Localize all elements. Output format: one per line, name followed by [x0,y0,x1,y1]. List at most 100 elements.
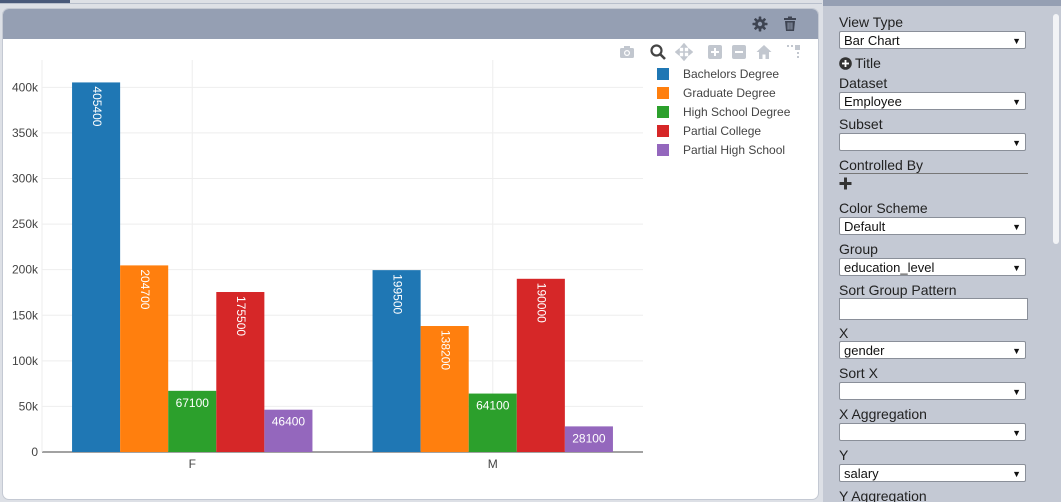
scrollbar-thumb[interactable] [1053,14,1059,244]
chevron-down-icon: ▼ [1012,387,1021,397]
y-tick-label: 350k [12,126,39,140]
y-tick-label: 400k [12,80,39,94]
view-type-label: View Type [839,14,904,30]
y-value: salary [844,466,879,481]
panel-header-strip [823,0,1061,6]
bar [216,292,265,452]
y-tick-label: 50k [19,399,39,413]
x-value: gender [844,343,885,358]
chevron-down-icon: ▼ [1012,469,1021,479]
bar-data-label: 67100 [176,396,210,410]
y-aggregation-label: Y Aggregation [839,488,927,502]
color-scheme-label: Color Scheme [839,200,928,216]
group-value: education_level [844,260,935,275]
x-aggregation-label: X Aggregation [839,406,927,422]
zoom-icon[interactable] [649,43,667,61]
y-tick-label: 100k [12,354,39,368]
y-tick-label: 200k [12,263,39,277]
y-tick-label: 250k [12,217,39,231]
title-toggle[interactable]: Title [839,55,881,73]
group-label: Group [839,241,878,257]
y-label: Y [839,447,849,463]
bar [372,270,421,452]
y-tick-label: 150k [12,308,39,322]
controlled-by-label: Controlled By [839,157,924,173]
dataset-value: Employee [844,94,902,109]
plus-icon [839,177,852,193]
subset-label: Subset [839,116,883,132]
title-toggle-label: Title [855,55,881,71]
bar-data-label: 28100 [572,431,606,445]
zoom-out-icon[interactable] [730,43,748,61]
x-tick-label: F [189,457,196,471]
active-tab-indicator [0,0,70,3]
x-label: X [839,325,849,341]
camera-icon[interactable] [618,43,636,61]
pan-icon[interactable] [675,43,693,61]
chevron-down-icon: ▼ [1012,36,1021,46]
color-scheme-select[interactable]: Default ▼ [839,217,1026,235]
controlled-by-divider [839,173,1028,174]
legend-label: Partial High School [683,143,785,157]
subset-select[interactable]: ▼ [839,133,1026,151]
legend-label: Bachelors Degree [683,67,779,81]
spike-lines-icon[interactable] [785,43,803,61]
bar [468,393,517,452]
chevron-down-icon: ▼ [1012,138,1021,148]
y-select[interactable]: salary ▼ [839,464,1026,482]
tab-divider [0,3,822,4]
dataset-select[interactable]: Employee ▼ [839,92,1026,110]
bar [564,426,613,452]
trash-icon[interactable] [782,16,798,32]
add-control-button[interactable] [839,177,852,193]
group-select[interactable]: education_level ▼ [839,258,1026,276]
legend-swatch [657,125,669,137]
legend-label: Partial College [683,124,761,138]
bar [72,82,121,452]
legend-swatch [657,87,669,99]
y-tick-label: 300k [12,172,39,186]
panel-scrollbar[interactable] [1051,6,1061,502]
zoom-in-icon[interactable] [706,43,724,61]
home-icon[interactable] [755,43,773,61]
bar-data-label: 175500 [234,296,248,336]
x-aggregation-select[interactable]: ▼ [839,423,1026,441]
bar-data-label: 190000 [535,283,549,323]
sort-group-pattern-label: Sort Group Pattern [839,282,957,298]
legend-label: Graduate Degree [683,86,776,100]
chevron-down-icon: ▼ [1012,263,1021,273]
bar [168,390,217,452]
bar [120,265,169,452]
bar [264,409,313,452]
config-panel: View Type Bar Chart ▼ Title Dataset Emplo… [823,0,1061,502]
bar-data-label: 46400 [272,415,306,429]
sort-x-label: Sort X [839,365,878,381]
dataset-label: Dataset [839,75,888,91]
bar-data-label: 64100 [476,399,510,413]
chevron-down-icon: ▼ [1012,222,1021,232]
bar-data-label: 405400 [90,86,104,126]
y-tick-label: 0 [31,445,38,459]
x-select[interactable]: gender ▼ [839,341,1026,359]
legend-label: High School Degree [683,105,791,119]
bar [516,278,565,452]
bar-data-label: 199500 [390,274,404,314]
sort-x-select[interactable]: ▼ [839,382,1026,400]
bar [420,326,469,452]
view-type-value: Bar Chart [844,33,900,48]
bar-data-label: 138200 [438,330,452,370]
card-header [3,9,818,39]
chevron-down-icon: ▼ [1012,97,1021,107]
x-tick-label: M [488,457,498,471]
plus-circle-icon [839,57,852,73]
bar-chart: F M 0 50k 100k 150k 200k 250k 300k 350k 400k 405400… [12,60,791,471]
chevron-down-icon: ▼ [1012,428,1021,438]
sort-group-pattern-input[interactable] [839,298,1028,320]
color-scheme-value: Default [844,219,886,234]
legend-swatch [657,144,669,156]
view-type-select[interactable]: Bar Chart ▼ [839,31,1026,49]
chevron-down-icon: ▼ [1012,346,1021,356]
bar-data-label: 204700 [138,269,152,309]
gear-icon[interactable] [752,16,768,32]
legend-swatch [657,106,669,118]
